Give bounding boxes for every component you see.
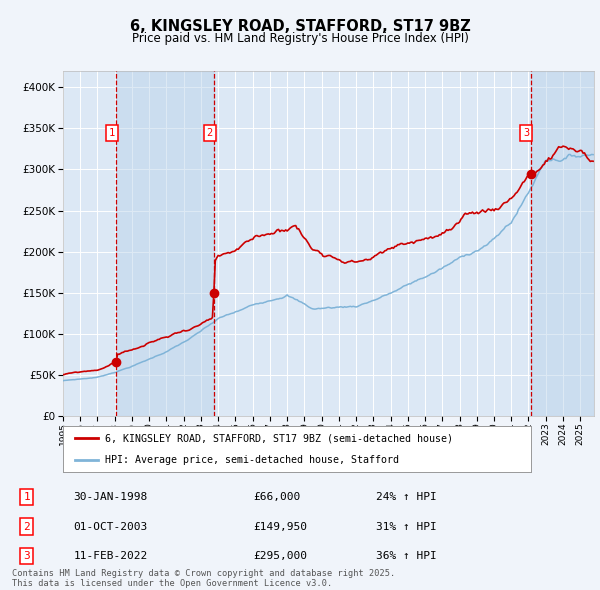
Text: £66,000: £66,000 (253, 492, 300, 502)
Text: £149,950: £149,950 (253, 522, 307, 532)
Text: 3: 3 (523, 128, 529, 138)
Text: 3: 3 (23, 551, 30, 561)
Text: This data is licensed under the Open Government Licence v3.0.: This data is licensed under the Open Gov… (12, 579, 332, 588)
Bar (116, 71, 214, 416)
Text: Contains HM Land Registry data © Crown copyright and database right 2025.: Contains HM Land Registry data © Crown c… (12, 569, 395, 578)
Text: 36% ↑ HPI: 36% ↑ HPI (376, 551, 437, 561)
Text: £295,000: £295,000 (253, 551, 307, 561)
Text: 1: 1 (23, 492, 30, 502)
Text: HPI: Average price, semi-detached house, Stafford: HPI: Average price, semi-detached house,… (105, 454, 399, 464)
Text: 6, KINGSLEY ROAD, STAFFORD, ST17 9BZ: 6, KINGSLEY ROAD, STAFFORD, ST17 9BZ (130, 19, 470, 34)
Text: 1: 1 (109, 128, 115, 138)
Text: 24% ↑ HPI: 24% ↑ HPI (376, 492, 437, 502)
Bar (530, 71, 594, 416)
Text: 01-OCT-2003: 01-OCT-2003 (74, 522, 148, 532)
Text: 30-JAN-1998: 30-JAN-1998 (74, 492, 148, 502)
Text: 2: 2 (23, 522, 30, 532)
Text: 31% ↑ HPI: 31% ↑ HPI (376, 522, 437, 532)
Text: 6, KINGSLEY ROAD, STAFFORD, ST17 9BZ (semi-detached house): 6, KINGSLEY ROAD, STAFFORD, ST17 9BZ (se… (105, 434, 453, 444)
Text: 11-FEB-2022: 11-FEB-2022 (74, 551, 148, 561)
Text: 2: 2 (206, 128, 212, 138)
Text: Price paid vs. HM Land Registry's House Price Index (HPI): Price paid vs. HM Land Registry's House … (131, 32, 469, 45)
